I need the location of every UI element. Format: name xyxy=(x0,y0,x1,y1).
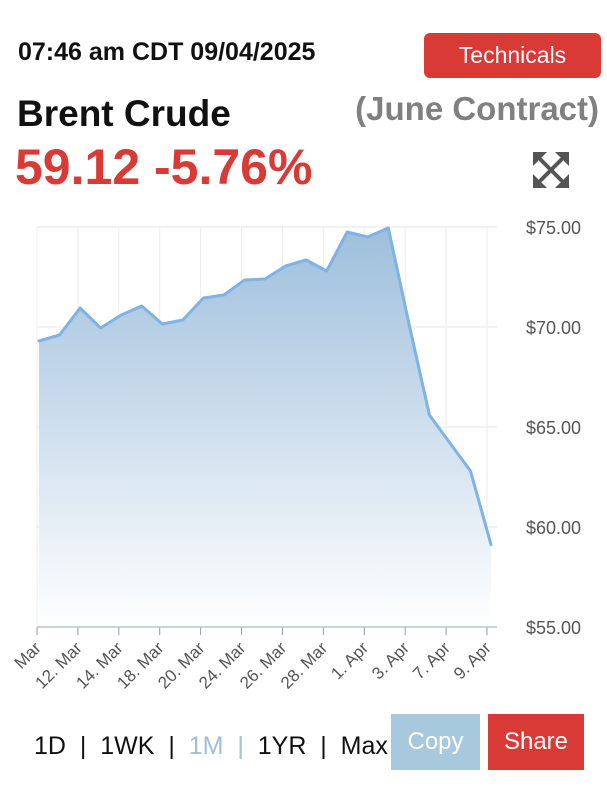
contract-label: (June Contract) xyxy=(355,90,599,127)
timestamp: 07:46 am CDT 09/04/2025 xyxy=(18,38,316,66)
copy-button[interactable]: Copy xyxy=(391,714,480,770)
technicals-button[interactable]: Technicals xyxy=(424,33,601,78)
y-tick-label: $75.00 xyxy=(526,218,581,238)
price-change: 59.12 -5.76% xyxy=(15,139,313,195)
x-tick-label: 28. Mar xyxy=(277,638,331,692)
y-tick-label: $70.00 xyxy=(526,318,581,338)
x-tick-label: 7. Apr xyxy=(409,638,454,683)
x-tick-label: 9. Apr xyxy=(450,638,495,683)
share-button[interactable]: Share xyxy=(488,714,584,770)
range-1yr[interactable]: 1YR xyxy=(257,732,307,760)
range-separator: | xyxy=(223,732,258,760)
x-tick-label: Mar xyxy=(11,638,45,672)
expand-arrows-icon[interactable] xyxy=(531,150,571,190)
range-separator: | xyxy=(154,732,189,760)
x-tick-label: 1. Apr xyxy=(327,638,372,683)
series-area-fill xyxy=(39,228,491,627)
range-selector: 1D | 1WK | 1M | 1YR | Max xyxy=(34,732,388,761)
y-tick-label: $55.00 xyxy=(526,618,581,638)
y-tick-label: $65.00 xyxy=(526,418,581,438)
x-tick-label: 3. Apr xyxy=(368,638,413,683)
y-tick-label: $60.00 xyxy=(526,518,581,538)
range-1wk[interactable]: 1WK xyxy=(100,732,155,760)
range-separator: | xyxy=(65,732,101,760)
range-1m[interactable]: 1M xyxy=(188,732,224,760)
range-max[interactable]: Max xyxy=(340,732,388,760)
range-1d[interactable]: 1D xyxy=(34,732,66,760)
commodity-title: Brent Crude xyxy=(17,93,231,134)
range-separator: | xyxy=(306,732,341,760)
